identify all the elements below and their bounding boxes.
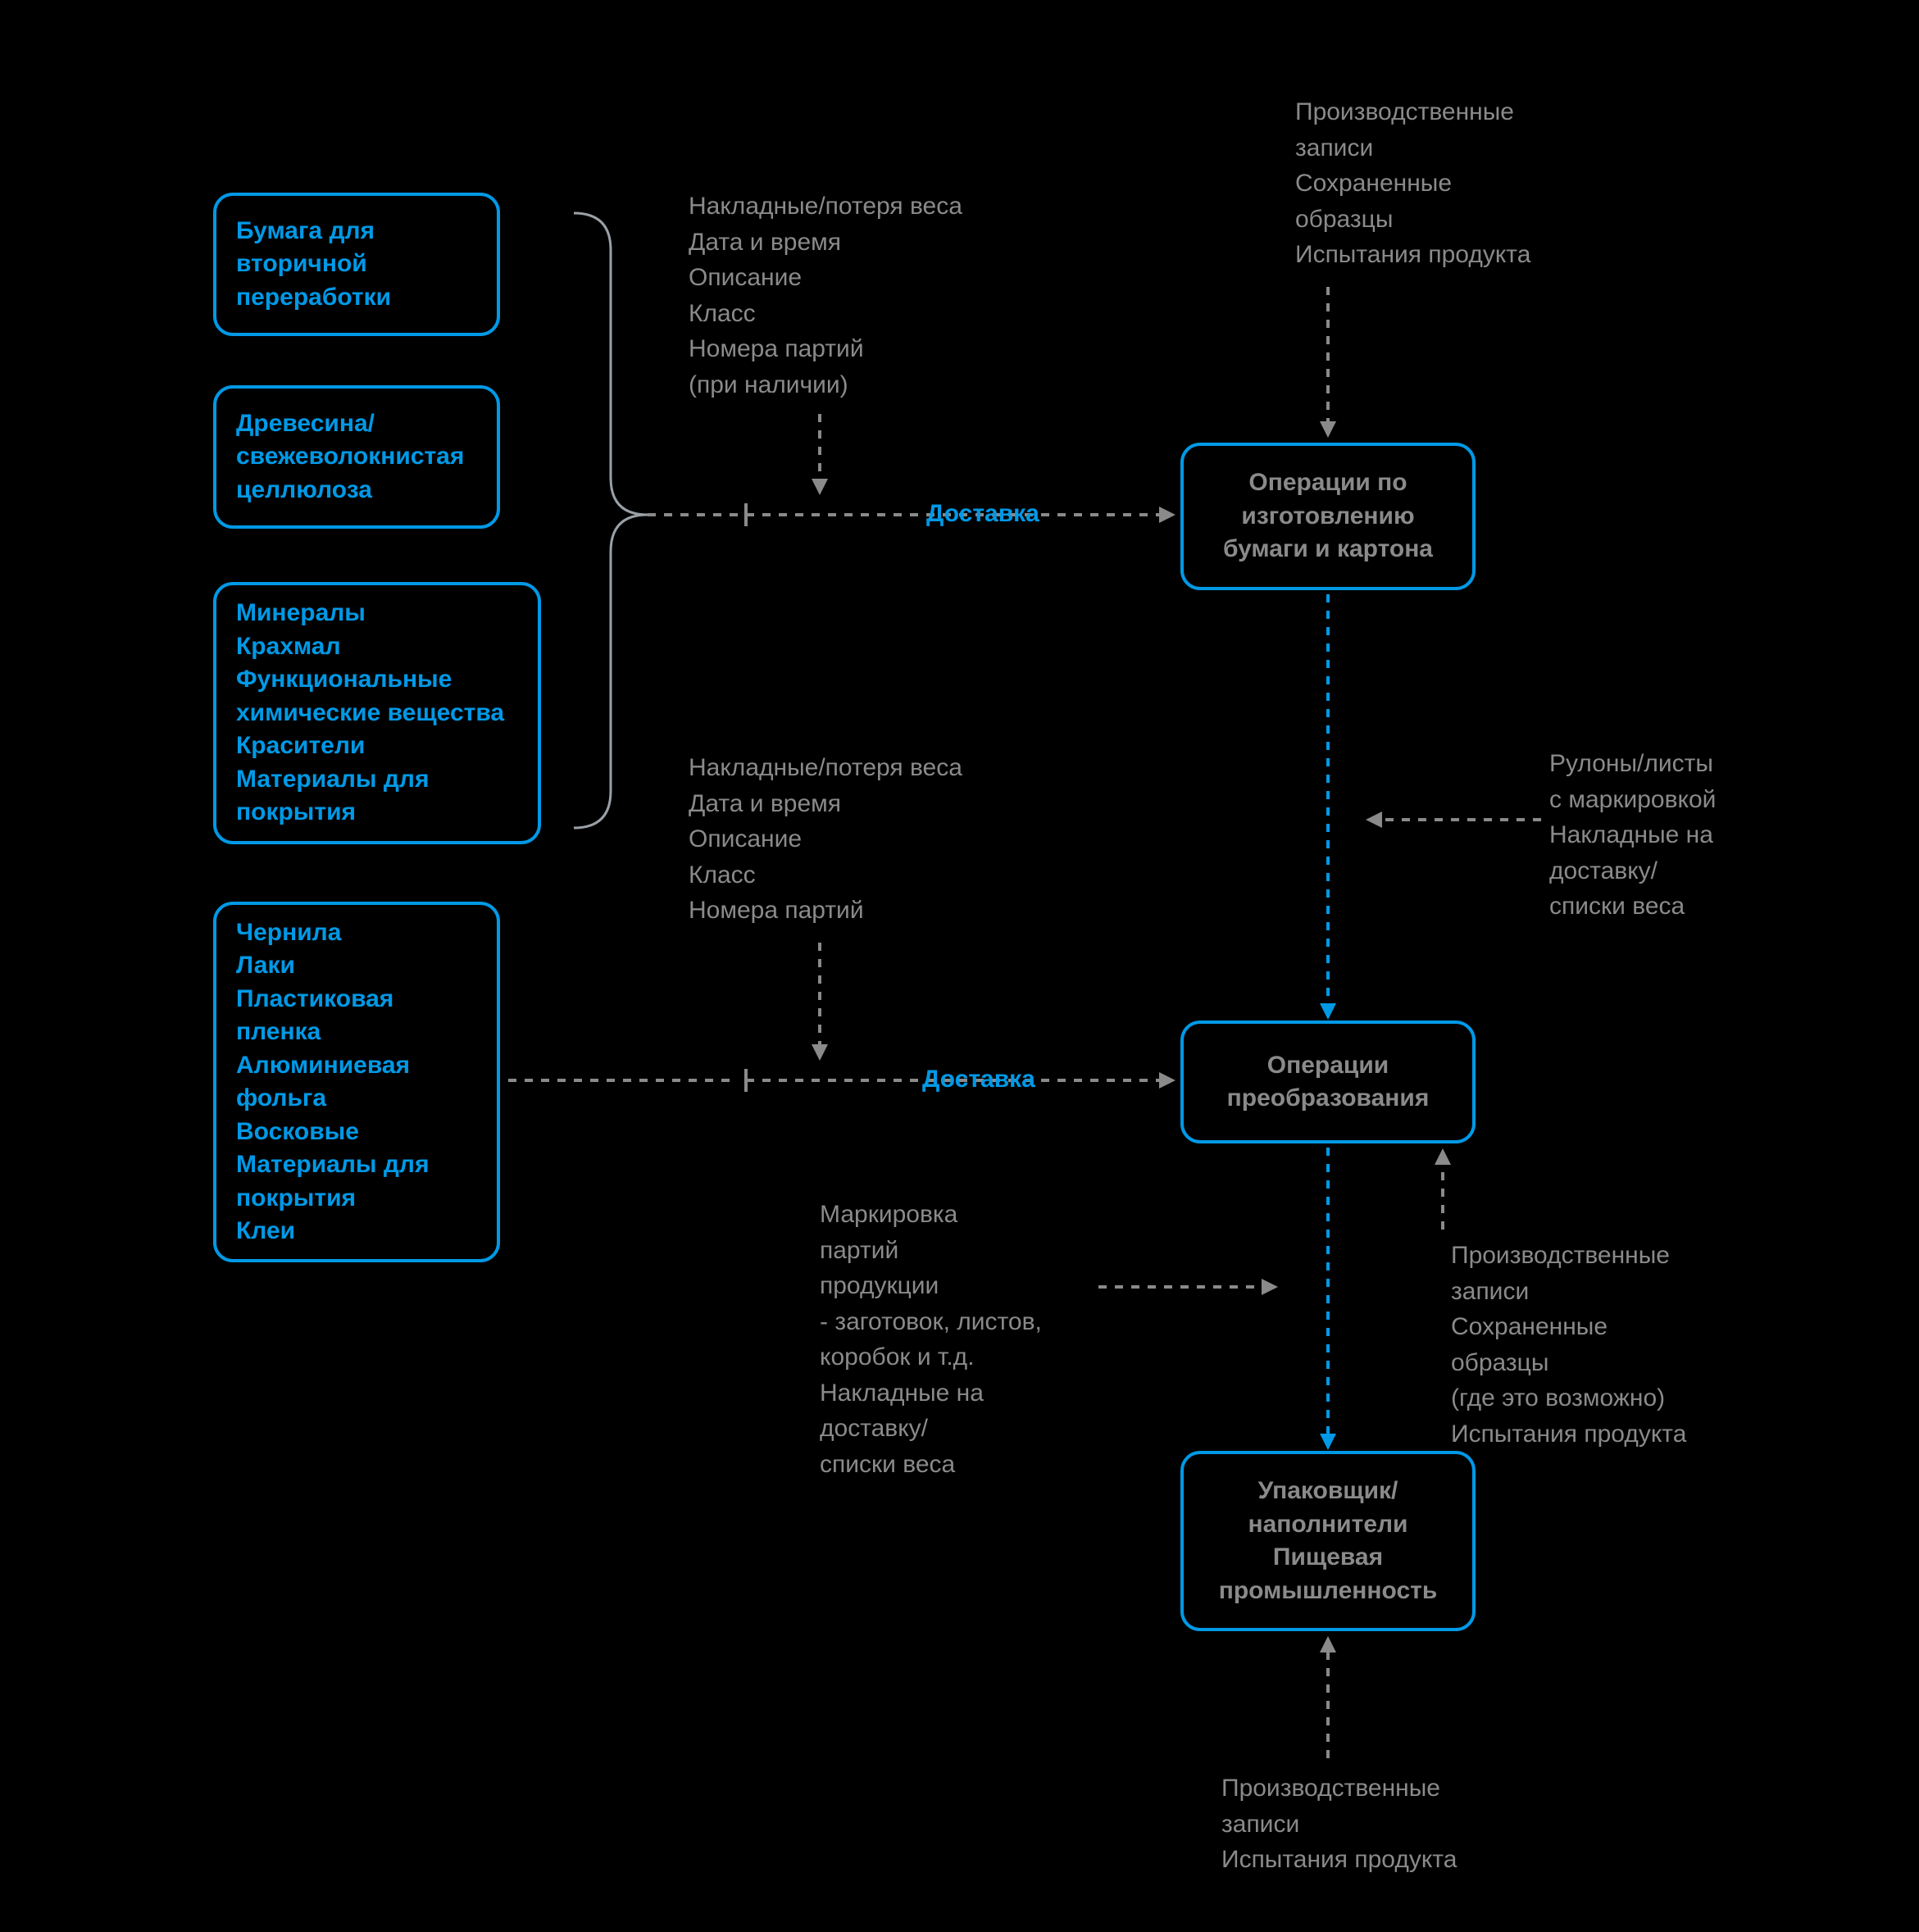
node-op1: Операции поизготовлениюбумаги и картона bbox=[1180, 443, 1476, 590]
node-input2: Древесина/свежеволокнистаяцеллюлоза bbox=[213, 385, 500, 529]
annotation-ann_low_right: ПроизводственныезаписиСохраненныеобразцы… bbox=[1451, 1238, 1686, 1452]
delivery-label-d2: Доставка bbox=[922, 1066, 1035, 1093]
node-input3-label: МинералыКрахмалФункциональныехимические … bbox=[236, 597, 504, 830]
node-op2: Операциипреобразования bbox=[1180, 1021, 1476, 1143]
node-input4: ЧернилаЛакиПластиковаяпленкаАлюминиеваяф… bbox=[213, 902, 500, 1262]
node-input1-label: Бумага длявторичнойпереработки bbox=[236, 215, 391, 315]
node-op3-label: Упаковщик/наполнителиПищеваяпромышленнос… bbox=[1219, 1475, 1438, 1607]
node-input4-label: ЧернилаЛакиПластиковаяпленкаАлюминиеваяф… bbox=[236, 916, 430, 1248]
annotation-ann_low_left: Маркировкапартийпродукции- заготовок, ли… bbox=[820, 1197, 1042, 1482]
input-bracket bbox=[574, 213, 648, 828]
node-op2-label: Операциипреобразования bbox=[1227, 1049, 1430, 1116]
annotation-ann_bottom: ПроизводственныезаписиИспытания продукта bbox=[1221, 1771, 1457, 1878]
annotation-ann_top_left: Накладные/потеря весаДата и времяОписани… bbox=[689, 189, 962, 402]
node-input2-label: Древесина/свежеволокнистаяцеллюлоза bbox=[236, 407, 464, 507]
annotation-ann_mid_right: Рулоны/листыс маркировкойНакладные надос… bbox=[1549, 746, 1716, 925]
node-input3: МинералыКрахмалФункциональныехимические … bbox=[213, 582, 541, 844]
annotation-ann_top_right: ПроизводственныезаписиСохраненныеобразцы… bbox=[1295, 94, 1530, 273]
diagram-canvas: Бумага длявторичнойпереработки Древесина/… bbox=[0, 0, 1919, 1932]
node-op1-label: Операции поизготовлениюбумаги и картона bbox=[1223, 466, 1433, 566]
delivery-label-d1: Доставка bbox=[926, 500, 1039, 528]
node-input1: Бумага длявторичнойпереработки bbox=[213, 193, 500, 336]
annotation-ann_mid_left: Накладные/потеря весаДата и времяОписани… bbox=[689, 750, 962, 929]
node-op3: Упаковщик/наполнителиПищеваяпромышленнос… bbox=[1180, 1451, 1476, 1631]
